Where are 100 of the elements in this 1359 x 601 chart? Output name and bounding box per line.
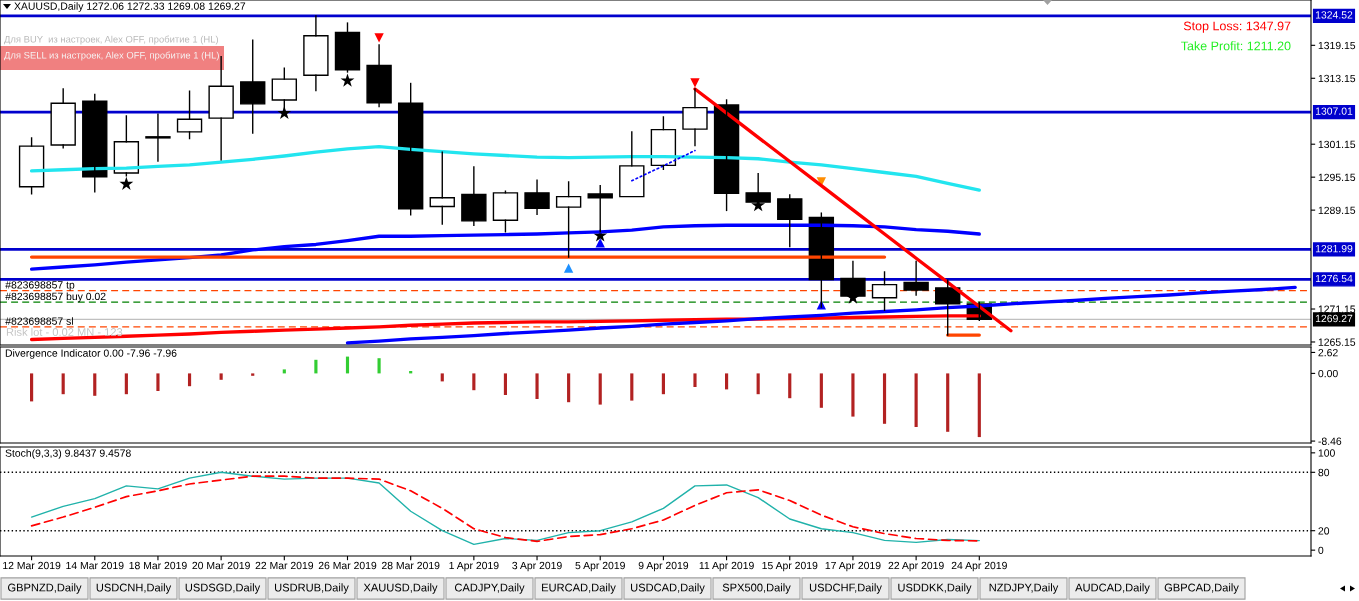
y-tick-label: 1289.15 <box>1318 206 1356 215</box>
text: USDCHF,Daily <box>809 583 882 594</box>
bar <box>914 373 918 427</box>
y-tick-label: 0 <box>1318 546 1324 555</box>
annotation: Stop Loss: 1347.97 <box>1183 21 1291 33</box>
candlestick <box>619 131 645 198</box>
candlestick <box>429 151 455 225</box>
x-tick-label: 24 Apr 2019 <box>951 561 1007 572</box>
chart-title: Stoch(9,3,3) 9.8437 9.4578 <box>5 449 131 459</box>
point <box>119 176 134 190</box>
bar <box>693 373 697 387</box>
candlestick <box>840 260 866 301</box>
bar <box>345 356 350 374</box>
candlestick <box>145 113 171 162</box>
bar <box>30 373 34 402</box>
x-tick-label: 17 Apr 2019 <box>825 561 881 572</box>
line-series <box>345 285 1297 345</box>
bar <box>851 373 855 417</box>
text: AUDCAD,Daily <box>1075 583 1150 594</box>
text: SPX500,Daily <box>722 583 791 594</box>
text: GBPCAD,Daily <box>1164 583 1239 594</box>
x-tick-label: 20 Mar 2019 <box>192 561 250 570</box>
candlestick <box>303 15 329 92</box>
y-tick-label: 80 <box>1318 468 1330 477</box>
ref-line-label: #823698857 sl <box>5 317 73 325</box>
bar <box>314 359 318 374</box>
text: GBPNZD,Daily <box>8 583 82 594</box>
bar <box>630 373 634 401</box>
ref-line-label: 1276.54 <box>1315 274 1353 283</box>
candlestick <box>50 88 76 149</box>
bar <box>598 373 602 405</box>
y-tick-label: 0.00 <box>1318 369 1338 378</box>
bar <box>882 373 887 424</box>
candlestick <box>682 88 708 147</box>
text: USDRUB,Daily <box>275 583 349 594</box>
text: NZDJPY,Daily <box>989 583 1059 594</box>
x-tick-label: 15 Apr 2019 <box>762 561 818 572</box>
y-tick-label: 1271.15 <box>1318 305 1356 313</box>
x-tick-label: 14 Mar 2019 <box>66 561 124 570</box>
bar <box>377 358 381 374</box>
y-tick-label: 100 <box>1318 449 1335 457</box>
bar <box>661 373 665 395</box>
text: XAUUSD,Daily <box>363 583 438 594</box>
y-tick-label: -8.46 <box>1318 437 1342 445</box>
point <box>374 33 384 43</box>
bar <box>503 373 508 395</box>
chart-title: Divergence Indicator 0.00 -7.96 -7.96 <box>5 349 177 359</box>
bar <box>756 373 760 395</box>
candlestick <box>18 137 45 195</box>
bar <box>725 373 729 390</box>
bar <box>472 373 476 391</box>
candlestick <box>524 179 550 215</box>
bar <box>219 373 223 380</box>
x-tick-label: 1 Apr 2019 <box>449 561 499 572</box>
x-tick-label: 11 Apr 2019 <box>699 561 754 572</box>
text: USDCAD,Daily <box>631 583 705 594</box>
point <box>690 78 700 88</box>
candlestick <box>397 82 424 216</box>
ref-line-label: 1324.52 <box>1315 11 1353 19</box>
y-tick-label: 1319.15 <box>1318 41 1356 50</box>
bar <box>156 373 160 391</box>
bar <box>440 373 444 382</box>
ref-line-label: 1281.99 <box>1315 244 1353 253</box>
text: USDDKK,Daily <box>898 583 972 594</box>
bar <box>946 373 950 432</box>
y-tick-label: 1265.15 <box>1318 338 1356 346</box>
ref-line-label: 1269.27 <box>1315 314 1353 323</box>
candlestick <box>176 90 203 140</box>
bar <box>61 373 65 395</box>
candlestick <box>555 181 582 258</box>
candlestick <box>903 260 929 296</box>
y-tick-label: 1295.15 <box>1318 173 1356 182</box>
text: USDSGD,Daily <box>185 583 261 594</box>
bar <box>977 373 981 438</box>
bar <box>93 373 97 396</box>
bar <box>535 373 539 399</box>
ref-line-label: #823698857 buy 0.02 <box>5 292 106 303</box>
point <box>277 105 292 120</box>
point <box>563 263 574 273</box>
y-tick-label: 1301.15 <box>1318 140 1356 149</box>
x-tick-label: 9 Apr 2019 <box>638 561 689 572</box>
x-tick-label: 26 Mar 2019 <box>318 561 377 570</box>
bar <box>819 373 823 408</box>
line-series <box>29 223 981 271</box>
x-tick-label: 22 Apr 2019 <box>888 561 944 572</box>
bar <box>567 373 571 403</box>
text: USDCNH,Daily <box>96 583 172 594</box>
line-series <box>29 145 981 192</box>
bar <box>187 373 192 387</box>
x-tick-label: 28 Mar 2019 <box>381 561 440 570</box>
ref-line-label: 1307.01 <box>1315 107 1353 115</box>
candlestick <box>777 194 803 248</box>
x-tick-label: 3 Apr 2019 <box>512 561 562 572</box>
text: EURCAD,Daily <box>542 583 616 594</box>
annotation: Take Profit: 1211.20 <box>1181 41 1291 51</box>
chart-title: XAUUSD,Daily 1272.06 1272.33 1269.08 1269.27 <box>14 2 246 12</box>
x-tick-label: 22 Mar 2019 <box>255 561 314 570</box>
candlestick <box>871 271 898 312</box>
x-tick-label: 18 Mar 2019 <box>129 561 187 570</box>
candlestick <box>461 166 487 226</box>
